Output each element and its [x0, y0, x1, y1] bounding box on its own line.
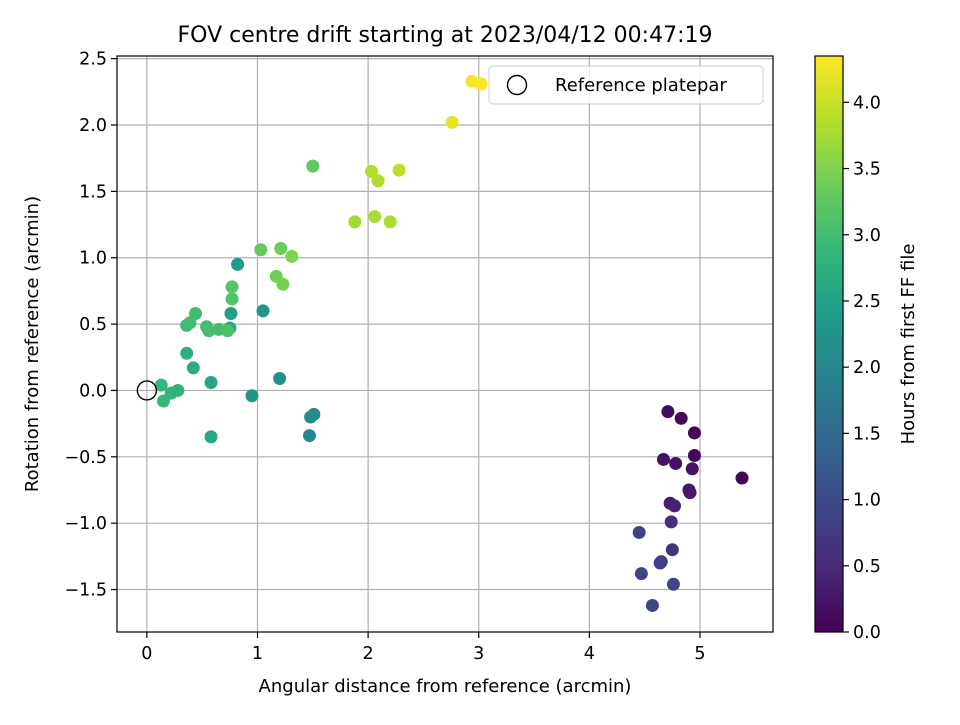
- colorbar-tick-label: 3.5: [853, 160, 881, 180]
- legend-open-circle-marker: [506, 74, 528, 96]
- data-point: [254, 243, 268, 257]
- plot-frame: [116, 55, 774, 633]
- colorbar-tick-label: 0.0: [853, 623, 881, 643]
- data-point: [632, 525, 646, 539]
- data-point: [180, 346, 194, 360]
- colorbar-tick-label: 1.0: [853, 491, 881, 511]
- colorbar-fill: [815, 56, 843, 632]
- colorbar-tick-label: 4.0: [853, 93, 881, 113]
- data-point: [653, 556, 667, 570]
- y-tick-label: 0.5: [79, 315, 107, 335]
- data-points: [154, 74, 749, 612]
- data-point: [302, 429, 316, 443]
- data-point: [274, 241, 288, 255]
- data-point: [225, 292, 239, 306]
- x-tick-label: 0: [141, 644, 152, 664]
- data-point: [306, 159, 320, 173]
- colorbar-tick-label: 3.0: [853, 226, 881, 246]
- y-axis-ticks: −1.5 −1.0 −0.5 0.0 0.5 1.0 1.5 2.0 2.5: [65, 50, 117, 601]
- legend-label-reference-platepar: Reference platepar: [555, 75, 727, 96]
- y-axis-label: Rotation from reference (arcmin): [22, 196, 43, 492]
- data-point: [392, 163, 406, 177]
- y-tick-label: 2.0: [79, 116, 107, 136]
- y-tick-label: −1.5: [65, 581, 108, 601]
- data-point: [164, 386, 178, 400]
- x-axis-label: Angular distance from reference (arcmin): [259, 676, 632, 697]
- data-point: [474, 77, 488, 91]
- data-point: [383, 215, 397, 229]
- data-point: [668, 499, 682, 513]
- data-point: [683, 486, 697, 500]
- data-point: [661, 405, 675, 419]
- x-tick-label: 4: [584, 644, 595, 664]
- legend-box: [488, 65, 764, 105]
- data-point: [224, 306, 238, 320]
- data-point: [189, 306, 203, 320]
- data-point: [285, 249, 299, 263]
- data-point: [202, 324, 216, 338]
- data-point: [664, 515, 678, 529]
- colorbar-ticks: 0.0 0.5 1.0 1.5 2.0 2.5 3.0 3.5 4.0: [843, 93, 881, 643]
- data-point: [364, 164, 378, 178]
- reference-marker-layer: [136, 380, 158, 401]
- legend: Reference platepar: [488, 65, 764, 105]
- y-tick-label: 2.5: [79, 50, 107, 70]
- x-tick-label: 2: [363, 644, 374, 664]
- data-point: [665, 543, 679, 557]
- data-point: [685, 462, 699, 476]
- colorbar-frame: [814, 55, 844, 633]
- data-point: [445, 115, 459, 129]
- data-point: [368, 210, 382, 224]
- data-point: [669, 456, 683, 470]
- data-point: [276, 277, 290, 291]
- data-point: [221, 324, 235, 338]
- y-tick-label: −0.5: [65, 448, 108, 468]
- data-point: [674, 411, 688, 425]
- data-point: [154, 378, 168, 392]
- data-point: [687, 426, 701, 440]
- data-point: [634, 567, 648, 581]
- data-point: [231, 257, 245, 271]
- y-tick-label: 0.0: [79, 381, 107, 401]
- x-tick-label: 1: [252, 644, 263, 664]
- data-point: [645, 598, 659, 612]
- y-tick-label: 1.0: [79, 249, 107, 269]
- y-tick-label: 1.5: [79, 182, 107, 202]
- data-point: [245, 389, 259, 403]
- data-point: [735, 471, 749, 485]
- colorbar: 0.0 0.5 1.0 1.5 2.0 2.5 3.0 3.5 4.0 Hours from f…: [814, 55, 919, 643]
- data-point: [204, 375, 218, 389]
- x-axis-ticks: 0 1 2 3 4 5: [141, 632, 706, 664]
- data-point: [348, 215, 362, 229]
- x-tick-label: 3: [473, 644, 484, 664]
- colorbar-tick-label: 1.5: [853, 424, 881, 444]
- data-point: [273, 372, 287, 386]
- data-point: [156, 394, 170, 408]
- y-tick-label: −1.0: [65, 514, 108, 534]
- data-point: [186, 361, 200, 375]
- data-point: [371, 174, 385, 188]
- colorbar-tick-label: 2.5: [853, 292, 881, 312]
- reference-platepar-marker: [136, 380, 158, 401]
- data-point: [225, 280, 239, 294]
- x-tick-label: 5: [694, 644, 705, 664]
- data-point: [656, 452, 670, 466]
- data-point: [256, 304, 270, 318]
- chart-title: FOV centre drift starting at 2023/04/12 …: [178, 23, 713, 48]
- data-point: [204, 430, 218, 444]
- data-point: [687, 448, 701, 462]
- colorbar-tick-label: 0.5: [853, 557, 881, 577]
- data-point: [666, 577, 680, 591]
- colorbar-tick-label: 2.0: [853, 358, 881, 378]
- data-point: [304, 410, 318, 424]
- colorbar-label: Hours from first FF file: [898, 244, 919, 445]
